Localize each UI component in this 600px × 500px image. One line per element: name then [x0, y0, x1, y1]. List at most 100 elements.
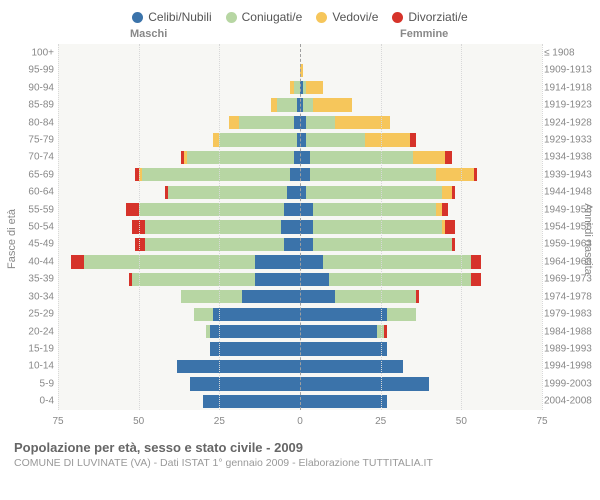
bar-segment	[284, 203, 300, 216]
bar-male	[0, 360, 300, 373]
bar-female	[300, 220, 600, 233]
chart-title: Popolazione per età, sesso e stato civil…	[14, 440, 590, 455]
bar-segment	[187, 151, 293, 164]
x-tick: 50	[133, 416, 144, 427]
bar-segment	[445, 220, 455, 233]
x-tick: 50	[456, 416, 467, 427]
bar-segment	[168, 186, 287, 199]
bar-female	[300, 46, 600, 59]
bar-segment	[213, 308, 300, 321]
bar-segment	[442, 203, 448, 216]
bar-segment	[335, 116, 390, 129]
bar-male	[0, 203, 300, 216]
bar-segment	[177, 360, 300, 373]
bar-female	[300, 186, 600, 199]
bar-male	[0, 168, 300, 181]
bar-female	[300, 81, 600, 94]
bar-segment	[142, 168, 290, 181]
bar-female	[300, 98, 600, 111]
bar-segment	[139, 203, 284, 216]
bar-female	[300, 168, 600, 181]
bar-female	[300, 151, 600, 164]
bar-segment	[323, 255, 471, 268]
bar-female	[300, 395, 600, 408]
bar-segment	[281, 220, 300, 233]
bar-male	[0, 46, 300, 59]
bar-female	[300, 273, 600, 286]
bar-segment	[255, 273, 300, 286]
x-axis: 7550250255075	[58, 414, 542, 434]
footer: Popolazione per età, sesso e stato civil…	[0, 434, 600, 469]
bar-segment	[329, 273, 471, 286]
bar-segment	[471, 255, 481, 268]
bar-segment	[210, 325, 300, 338]
bar-segment	[229, 116, 239, 129]
bar-male	[0, 133, 300, 146]
bar-segment	[452, 186, 455, 199]
bar-segment	[445, 151, 451, 164]
x-tick: 0	[297, 416, 303, 427]
bar-female	[300, 116, 600, 129]
bar-segment	[300, 308, 387, 321]
bar-female	[300, 290, 600, 303]
bar-segment	[132, 273, 255, 286]
bar-segment	[145, 238, 284, 251]
bar-segment	[300, 360, 403, 373]
x-tick: 75	[52, 416, 63, 427]
bar-male	[0, 151, 300, 164]
bar-segment	[436, 168, 475, 181]
bar-segment	[194, 308, 213, 321]
bar-segment	[300, 168, 310, 181]
bar-segment	[410, 133, 416, 146]
bar-female	[300, 377, 600, 390]
bar-female	[300, 133, 600, 146]
bar-segment	[306, 81, 322, 94]
bar-segment	[84, 255, 255, 268]
bar-female	[300, 308, 600, 321]
bar-segment	[255, 255, 300, 268]
bar-segment	[300, 377, 429, 390]
bar-male	[0, 325, 300, 338]
bar-segment	[203, 395, 300, 408]
bar-segment	[313, 98, 352, 111]
bar-segment	[277, 98, 296, 111]
x-tick: 25	[214, 416, 225, 427]
bar-male	[0, 64, 300, 77]
bar-segment	[384, 325, 387, 338]
bar-segment	[300, 255, 323, 268]
bar-segment	[126, 203, 139, 216]
bar-segment	[290, 168, 300, 181]
bar-segment	[306, 133, 364, 146]
bar-segment	[219, 133, 296, 146]
legend-item: Celibi/Nubili	[132, 10, 211, 24]
legend: Celibi/NubiliConiugati/eVedovi/eDivorzia…	[0, 0, 600, 28]
bar-male	[0, 116, 300, 129]
bar-segment	[300, 273, 329, 286]
bar-segment	[313, 220, 442, 233]
bar-male	[0, 342, 300, 355]
bar-female	[300, 255, 600, 268]
bar-segment	[300, 290, 335, 303]
bar-segment	[300, 203, 313, 216]
chart-area: Fasce di età Anni di nascita 0-42004-200…	[0, 44, 600, 434]
bar-segment	[300, 395, 387, 408]
bar-female	[300, 360, 600, 373]
bar-segment	[190, 377, 300, 390]
bar-male	[0, 308, 300, 321]
x-tick: 75	[536, 416, 547, 427]
bar-segment	[306, 116, 335, 129]
plot: 0-42004-20085-91999-200310-141994-199815…	[58, 44, 542, 410]
bar-segment	[310, 168, 436, 181]
bar-male	[0, 255, 300, 268]
header-male: Maschi	[130, 28, 167, 40]
bar-male	[0, 395, 300, 408]
bar-male	[0, 377, 300, 390]
bar-female	[300, 64, 600, 77]
header-female: Femmine	[400, 28, 448, 40]
bar-segment	[300, 325, 377, 338]
bar-segment	[300, 238, 313, 251]
bar-segment	[365, 133, 410, 146]
bar-female	[300, 203, 600, 216]
bar-segment	[300, 220, 313, 233]
legend-item: Divorziati/e	[392, 10, 467, 24]
